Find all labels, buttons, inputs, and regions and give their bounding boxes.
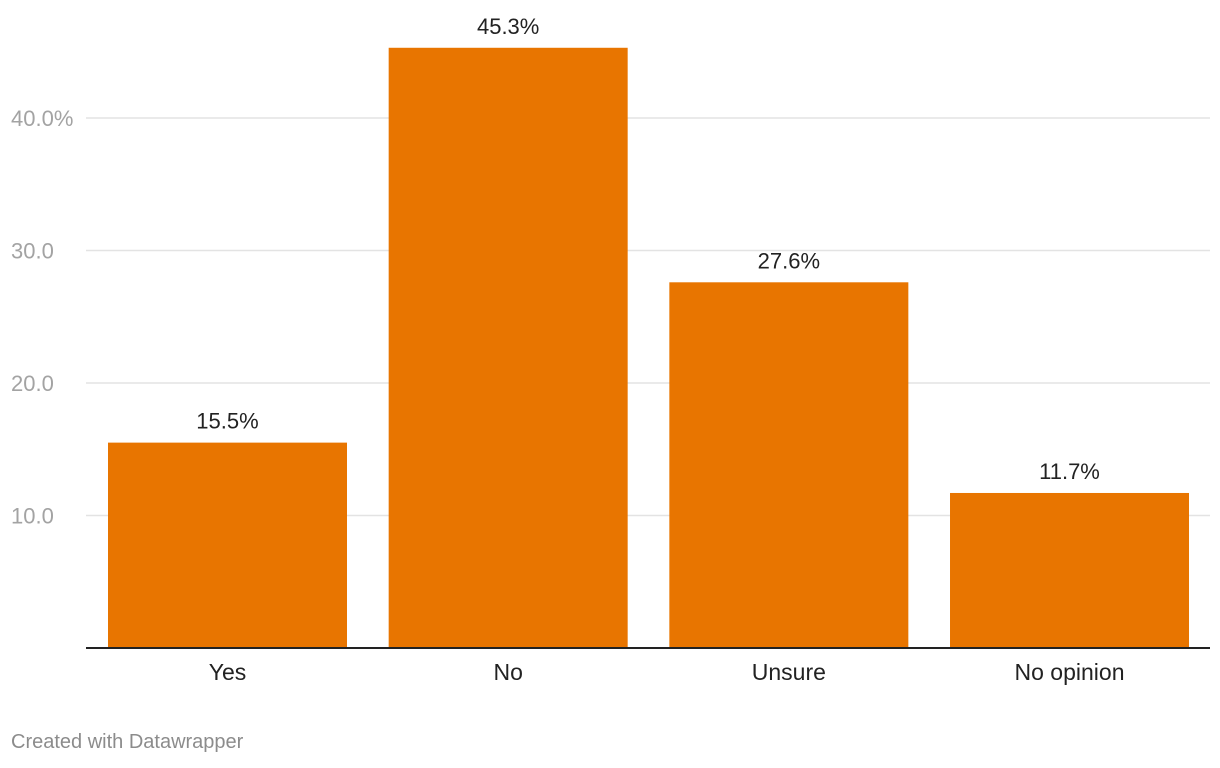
bar-value-label: 15.5% bbox=[196, 409, 258, 434]
category-label: No opinion bbox=[1015, 659, 1125, 685]
bar-value-label: 45.3% bbox=[477, 14, 539, 39]
category-label: Unsure bbox=[752, 659, 826, 685]
bar bbox=[669, 282, 909, 648]
bar bbox=[108, 442, 347, 648]
bar bbox=[388, 47, 628, 648]
y-axis-ticks: 10.0 20.0 30.0 40.0% bbox=[11, 106, 73, 529]
category-label: Yes bbox=[209, 659, 247, 685]
bar-value-label: 11.7% bbox=[1039, 459, 1100, 484]
bar-value-label: 27.6% bbox=[758, 248, 820, 273]
category-label: No bbox=[493, 659, 522, 685]
y-tick-label: 30.0 bbox=[11, 239, 54, 264]
y-tick-label: 40.0% bbox=[11, 106, 73, 131]
category-labels: Yes No Unsure No opinion bbox=[209, 659, 1125, 685]
bar bbox=[950, 492, 1190, 648]
bars bbox=[108, 47, 1190, 648]
value-labels: 15.5% 45.3% 27.6% 11.7% bbox=[196, 14, 1100, 484]
bar-chart: 10.0 20.0 30.0 40.0% 15.5% 45.3% 27.6% 11.7% Y… bbox=[11, 14, 1210, 685]
y-tick-label: 20.0 bbox=[11, 371, 54, 396]
credit-text: Created with Datawrapper bbox=[11, 731, 244, 753]
y-tick-label: 10.0 bbox=[11, 504, 54, 529]
